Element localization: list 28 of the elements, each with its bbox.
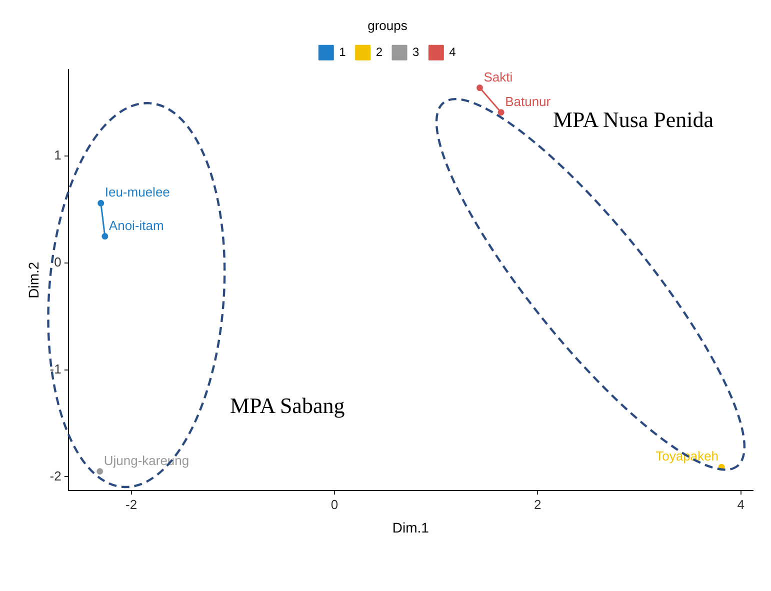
x-axis-title: Dim.1 xyxy=(392,519,430,536)
point xyxy=(98,200,104,206)
legend-label: 2 xyxy=(376,44,383,59)
y-tick-label: 1 xyxy=(54,148,62,163)
data-label: Anoi-itam xyxy=(108,218,164,233)
y-axis-title: Dim.2 xyxy=(25,262,42,298)
point xyxy=(102,233,108,240)
y-tick-label: 0 xyxy=(54,254,62,270)
x-tick-label: 2 xyxy=(534,496,542,512)
legend-label: 4 xyxy=(449,44,456,59)
x-tick-label: -2 xyxy=(126,496,138,512)
data-label: Ieu-muelee xyxy=(104,184,170,200)
data-label: Toyapakeh xyxy=(656,448,719,464)
point xyxy=(96,468,104,475)
data-label: Batunur xyxy=(505,94,552,109)
legend-title: groups xyxy=(368,18,408,34)
point xyxy=(476,84,484,92)
point xyxy=(498,109,504,116)
data-label: Sakti xyxy=(484,69,513,84)
x-tick-label: 0 xyxy=(330,496,338,512)
y-tick-label: -1 xyxy=(50,361,62,376)
legend-label: 1 xyxy=(339,44,346,59)
annotation: MPA Nusa Penida xyxy=(553,107,714,133)
data-label: Ujung-kareung xyxy=(104,452,190,468)
legend-label: 3 xyxy=(412,44,420,59)
annotation: MPA Sabang xyxy=(230,393,345,419)
y-tick-label: -2 xyxy=(50,468,62,484)
x-tick-label: 4 xyxy=(737,496,744,512)
